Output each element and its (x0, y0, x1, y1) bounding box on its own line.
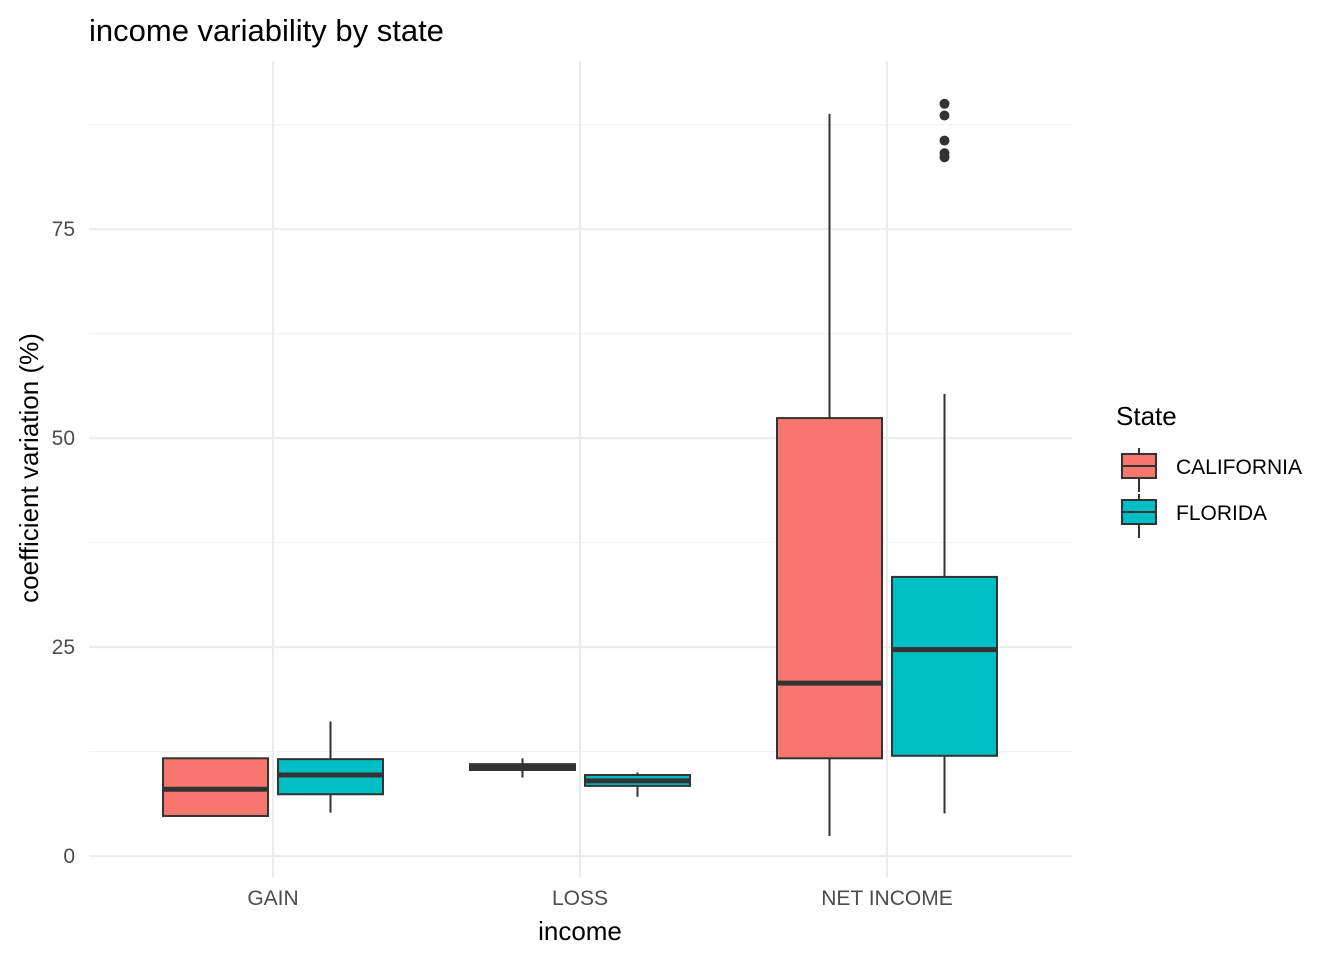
outlier-point (939, 135, 950, 146)
box-california-net-income (776, 113, 883, 837)
y-tick-label: 50 (52, 427, 75, 450)
legend-label: CALIFORNIA (1176, 456, 1302, 479)
x-tick-label: NET INCOME (821, 887, 952, 910)
outlier-point (939, 110, 950, 121)
box-body (891, 575, 998, 757)
legend-title: State (1116, 401, 1177, 431)
x-tick-label: LOSS (552, 887, 608, 910)
box-california-gain (162, 757, 269, 817)
legend-key-california (1121, 448, 1157, 492)
legend-key-florida (1121, 494, 1157, 538)
x-axis-title: income (538, 916, 622, 946)
box-body (776, 417, 883, 760)
legend-label: FLORIDA (1176, 502, 1267, 525)
box-florida-loss (584, 772, 691, 797)
chart-title: income variability by state (89, 13, 444, 48)
x-tick-label: GAIN (247, 887, 298, 910)
y-tick-label: 0 (63, 845, 75, 868)
y-axis-title: coefficient variation (%) (14, 333, 44, 603)
box-florida-gain (277, 721, 384, 813)
grid-lines (89, 62, 1072, 877)
outlier-point (939, 148, 950, 159)
y-tick-label: 75 (52, 218, 75, 241)
x-axis-ticks: GAIN LOSS NET INCOME (247, 887, 952, 910)
y-axis-ticks: 0 25 50 75 (52, 218, 75, 868)
y-tick-label: 25 (52, 636, 75, 659)
legend: State CALIFORNIA FLORIDA (1116, 401, 1302, 538)
box-florida-net-income (891, 98, 998, 814)
outlier-point (939, 98, 950, 109)
box-california-loss (469, 758, 576, 778)
box-layer (162, 98, 998, 837)
